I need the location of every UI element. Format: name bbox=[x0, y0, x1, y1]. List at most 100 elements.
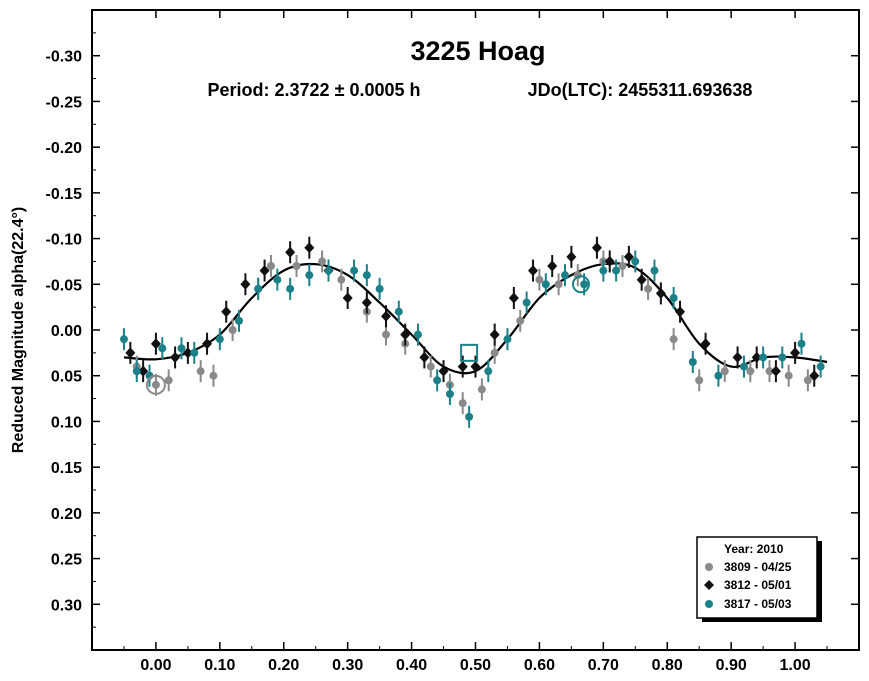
data-point bbox=[170, 351, 181, 363]
data-point bbox=[516, 316, 525, 325]
data-point bbox=[732, 351, 743, 363]
data-point bbox=[125, 347, 136, 359]
y-axis: -0.30 -0.25 -0.20 -0.15 -0.10 -0.05 0.00 0.05 0.… bbox=[46, 32, 859, 628]
data-point bbox=[655, 287, 666, 299]
data-point bbox=[503, 335, 512, 344]
data-point bbox=[612, 266, 621, 275]
data-point bbox=[119, 335, 128, 344]
data-points-layer bbox=[119, 236, 825, 428]
data-point bbox=[720, 367, 729, 376]
data-point bbox=[150, 338, 161, 350]
data-point bbox=[235, 316, 244, 325]
data-point bbox=[547, 260, 558, 272]
x-tick-label: 0.30 bbox=[332, 657, 363, 674]
data-point bbox=[324, 266, 333, 275]
data-point bbox=[304, 242, 315, 254]
data-point bbox=[765, 367, 774, 376]
data-point bbox=[746, 367, 755, 376]
y-tick-label: -0.05 bbox=[46, 277, 83, 294]
series-3809 bbox=[132, 250, 812, 415]
epoch-label: JDo(LTC): 2455311.693638 bbox=[528, 80, 753, 100]
data-point bbox=[797, 339, 806, 348]
data-point bbox=[457, 361, 468, 373]
data-point bbox=[138, 365, 149, 377]
y-tick-label: 0.05 bbox=[51, 369, 82, 386]
data-point bbox=[631, 257, 640, 266]
data-point bbox=[580, 280, 589, 289]
legend-box bbox=[696, 536, 818, 619]
y-tick-label: 0.15 bbox=[51, 460, 82, 477]
data-point bbox=[669, 335, 678, 344]
x-tick-label: 0.00 bbox=[140, 657, 171, 674]
data-point bbox=[554, 280, 563, 289]
legend-title: Year: 2010 bbox=[724, 542, 784, 556]
y-tick-label: -0.20 bbox=[46, 140, 83, 157]
legend-entry-3809: 3809 - 04/25 bbox=[724, 560, 792, 574]
data-point bbox=[528, 265, 539, 277]
y-tick-label: 0.20 bbox=[51, 506, 82, 523]
x-tick-label: 0.60 bbox=[524, 657, 555, 674]
data-point bbox=[209, 371, 218, 380]
data-point bbox=[254, 284, 263, 293]
data-point bbox=[770, 365, 781, 377]
legend-marker-3809 bbox=[705, 563, 713, 571]
x-tick-label: 0.90 bbox=[716, 657, 747, 674]
x-tick-label: 0.50 bbox=[460, 657, 491, 674]
data-point bbox=[508, 292, 519, 304]
data-point bbox=[465, 412, 474, 421]
data-point bbox=[644, 284, 653, 293]
data-point bbox=[790, 347, 801, 359]
data-point bbox=[362, 271, 371, 280]
data-point bbox=[599, 266, 608, 275]
y-tick-label: 0.10 bbox=[51, 414, 82, 431]
data-point bbox=[305, 271, 314, 280]
data-point bbox=[604, 255, 615, 267]
y-tick-label: 0.25 bbox=[51, 552, 82, 569]
data-point bbox=[164, 376, 173, 385]
data-point bbox=[400, 329, 411, 341]
x-tick-label: 1.00 bbox=[780, 657, 811, 674]
data-point bbox=[196, 367, 205, 376]
data-point bbox=[240, 278, 251, 290]
data-point bbox=[190, 348, 199, 357]
data-point bbox=[182, 347, 193, 359]
x-tick-label: 0.40 bbox=[396, 657, 427, 674]
data-point bbox=[215, 335, 224, 344]
x-axis: 0.00 0.10 0.20 0.30 0.40 0.50 0.60 0.70 0.80 0.90… bbox=[123, 10, 828, 674]
data-point bbox=[566, 251, 577, 263]
data-point bbox=[350, 266, 359, 275]
legend-marker-3817 bbox=[705, 600, 713, 608]
data-point bbox=[286, 284, 295, 293]
data-point bbox=[809, 370, 820, 382]
data-point bbox=[273, 275, 282, 284]
data-point bbox=[458, 399, 467, 408]
x-tick-label: 0.70 bbox=[588, 657, 619, 674]
period-label: Period: 2.3722 ± 0.0005 h bbox=[208, 80, 421, 100]
data-point bbox=[618, 262, 627, 270]
data-point bbox=[375, 284, 384, 293]
data-point bbox=[221, 306, 232, 318]
data-point bbox=[784, 371, 793, 380]
legend-entry-3812: 3812 - 05/01 bbox=[724, 578, 792, 592]
data-point bbox=[675, 306, 686, 318]
y-tick-label: -0.30 bbox=[46, 49, 83, 66]
data-point bbox=[759, 353, 768, 362]
data-point bbox=[816, 362, 825, 371]
chart-title: 3225 Hoag bbox=[410, 36, 545, 66]
data-point bbox=[337, 275, 346, 284]
data-point bbox=[342, 292, 353, 304]
highlight-marker bbox=[145, 374, 166, 395]
highlight-marker bbox=[571, 275, 590, 294]
y-tick-label: -0.15 bbox=[46, 186, 83, 203]
y-tick-label: 0.00 bbox=[51, 323, 82, 340]
data-point bbox=[484, 367, 493, 376]
data-point bbox=[688, 358, 697, 366]
data-point bbox=[285, 246, 296, 258]
data-point bbox=[426, 362, 435, 371]
data-point bbox=[419, 351, 430, 363]
data-point bbox=[177, 344, 186, 353]
data-point bbox=[202, 338, 213, 350]
data-point bbox=[381, 310, 392, 322]
data-point bbox=[361, 297, 372, 309]
